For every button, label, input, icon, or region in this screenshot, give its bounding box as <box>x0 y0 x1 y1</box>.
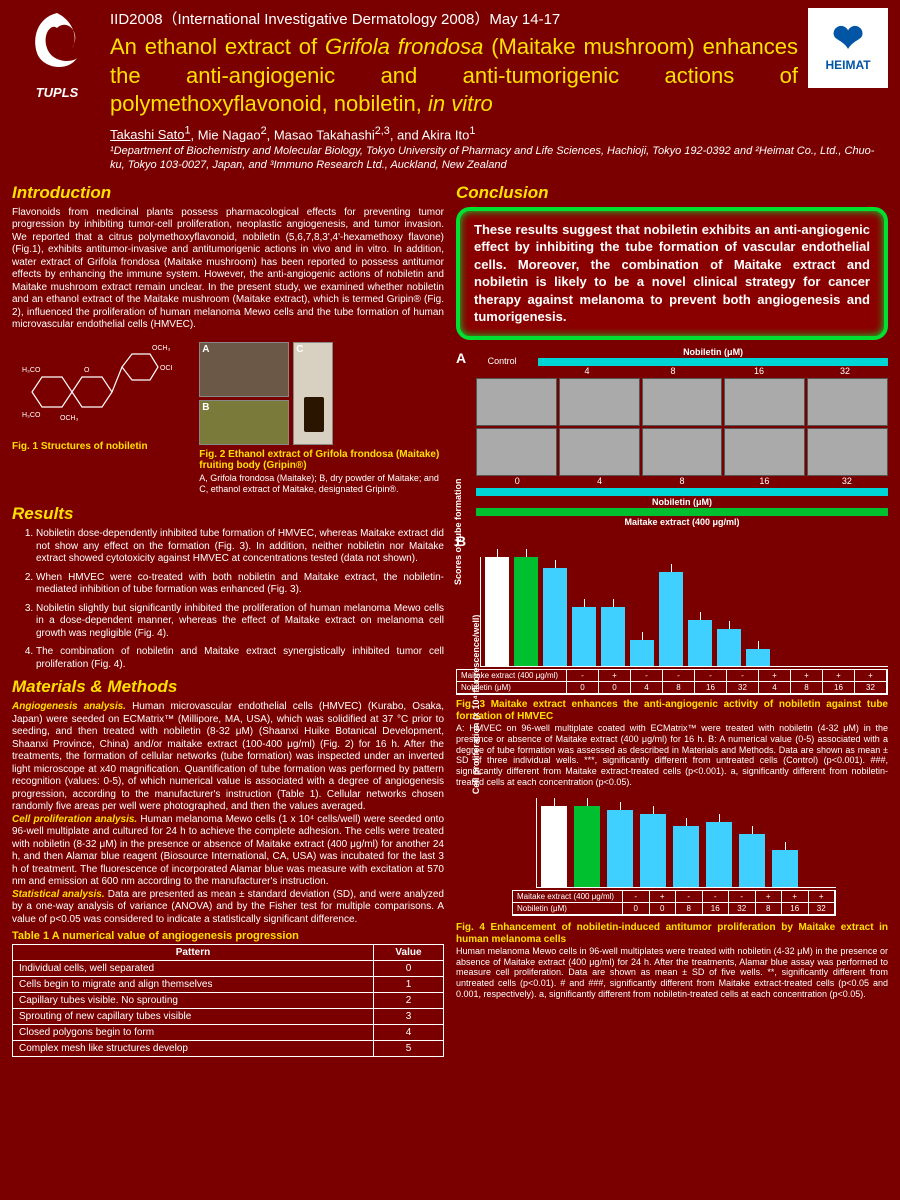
panel-a-row1 <box>476 378 888 426</box>
fig2-thumb-c: C <box>293 342 333 445</box>
panel-b-bars <box>480 557 888 667</box>
fig1-caption: Fig. 1 Structures of nobiletin <box>12 441 189 452</box>
fig2-images: A B C <box>199 342 444 445</box>
logo-left-label: TUPLS <box>12 85 102 100</box>
svg-text:O: O <box>84 367 90 374</box>
poster-title: An ethanol extract of Grifola frondosa (… <box>110 33 798 119</box>
fig4-body: Human melanoma Mewo cells in 96-well mul… <box>456 946 888 999</box>
nobiletin-structure-icon: H₃CO H₃CO OCH₃ O OCH₃ OCH₃ <box>12 342 172 432</box>
panel-a-bot-label2: Maitake extract (400 μg/ml) <box>476 517 888 527</box>
fig4-legend: Fig. 4 Enhancement of nobiletin-induced … <box>456 922 888 1000</box>
heading-conclusion: Conclusion <box>456 183 888 203</box>
fig2-caption: Fig. 2 Ethanol extract of Grifola frondo… <box>199 449 444 471</box>
figure3-panel-b: B Scores of tube formation Maitake extra… <box>456 533 888 695</box>
panel-b-ylabel: Scores of tube formation <box>453 479 463 586</box>
panel-a-bottom-values: 0481632 <box>476 476 888 486</box>
materials-methods-text: Angiogenesis analysis. Human microvascul… <box>12 701 444 926</box>
heimat-logo-icon: ❤ <box>832 24 864 54</box>
authors: Takashi Sato1, Mie Nagao2, Masao Takahas… <box>0 123 900 144</box>
heading-introduction: Introduction <box>12 183 444 203</box>
fig1-block: H₃CO H₃CO OCH₃ O OCH₃ OCH₃ Fig. 1 Struct… <box>12 342 189 452</box>
panel-b-chart: Scores of tube formation <box>480 557 888 667</box>
fig2-block: A B C Fig. 2 Ethanol extract of Grifola … <box>199 342 444 495</box>
affiliations: ¹Department of Biochemistry and Molecula… <box>0 144 900 177</box>
right-column: Conclusion These results suggest that no… <box>456 177 888 1058</box>
logo-right: ❤ HEIMAT <box>808 8 888 88</box>
svg-text:H₃CO: H₃CO <box>22 367 41 374</box>
svg-text:H₃CO: H₃CO <box>22 412 41 419</box>
fig2-subcaption: A, Grifola frondosa (Maitake); B, dry po… <box>199 473 444 495</box>
figure3-panel-a: A Control Nobiletin (μM) 481632 0481632 … <box>456 346 888 527</box>
logo-left: TUPLS <box>12 8 102 100</box>
nobiletin-bar2-icon <box>476 488 888 496</box>
fig4-conditions: Maitake extract (400 μg/ml)-+---+++Nobil… <box>512 890 836 916</box>
fig4-ylabel: Cell proliferation (x 10⁴ fluorescence/w… <box>471 614 481 794</box>
panel-a-top-label: Nobiletin (μM) <box>538 347 888 357</box>
header-text: IID2008（International Investigative Derm… <box>110 8 798 119</box>
table1-title: Table 1 A numerical value of angiogenesi… <box>12 930 444 942</box>
panel-a-row2 <box>476 428 888 476</box>
table1: PatternValueIndividual cells, well separ… <box>12 944 444 1057</box>
introduction-text: Flavonoids from medicinal plants possess… <box>12 207 444 332</box>
conference-line: IID2008（International Investigative Derm… <box>110 8 798 29</box>
results-list: Nobiletin dose-dependently inhibited tub… <box>12 528 444 671</box>
panel-a-bot-label1: Nobiletin (μM) <box>476 497 888 507</box>
logo-right-label: HEIMAT <box>825 58 870 72</box>
fig3-body: A: HMVEC on 96-well multiplate coated wi… <box>456 723 888 787</box>
svg-text:OCH₃: OCH₃ <box>60 415 79 422</box>
fig4-title: Fig. 4 Enhancement of nobiletin-induced … <box>456 922 888 945</box>
heading-materials-methods: Materials & Methods <box>12 677 444 697</box>
fig1-fig2-row: H₃CO H₃CO OCH₃ O OCH₃ OCH₃ Fig. 1 Struct… <box>12 342 444 495</box>
maitake-bar-icon <box>476 508 888 516</box>
svg-text:OCH₃: OCH₃ <box>152 345 171 352</box>
nobiletin-bar-icon <box>538 358 888 366</box>
header: TUPLS IID2008（International Investigativ… <box>0 0 900 123</box>
tupls-logo-icon <box>22 8 92 78</box>
panel-a-top-values: 481632 <box>544 366 888 376</box>
panel-a-control: Control <box>472 356 532 366</box>
fig3-title: Fig. 3 Maitake extract enhances the anti… <box>456 699 888 722</box>
conclusion-box: These results suggest that nobiletin exh… <box>456 207 888 340</box>
heading-results: Results <box>12 504 444 524</box>
fig2-col-ab: A B <box>199 342 289 445</box>
fig2-thumb-a: A <box>199 342 289 397</box>
left-column: Introduction Flavonoids from medicinal p… <box>12 177 444 1058</box>
fig2-thumb-b: B <box>199 400 289 445</box>
fig4-bars <box>536 798 836 888</box>
main-columns: Introduction Flavonoids from medicinal p… <box>0 177 900 1058</box>
svg-text:OCH₃: OCH₃ <box>160 365 172 372</box>
figure4-chart: Cell proliferation (x 10⁴ fluorescence/w… <box>536 798 836 888</box>
panel-b-conditions: Maitake extract (400 μg/ml)-+----++++Nob… <box>456 669 888 695</box>
panel-a-label: A <box>456 350 466 366</box>
fig3-legend: Fig. 3 Maitake extract enhances the anti… <box>456 699 888 788</box>
